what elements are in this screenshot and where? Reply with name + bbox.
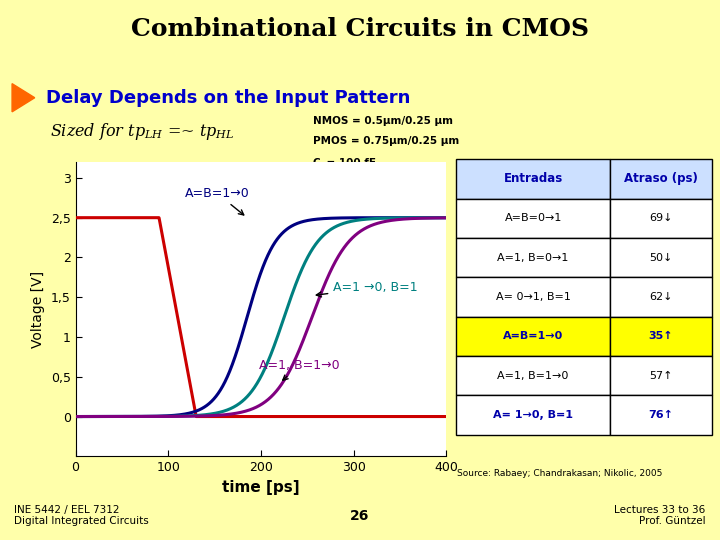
Polygon shape <box>12 84 35 112</box>
Text: 50↓: 50↓ <box>649 253 672 262</box>
Bar <box>610 278 712 316</box>
Text: A=B=1→0: A=B=1→0 <box>503 332 563 341</box>
Y-axis label: Voltage [V]: Voltage [V] <box>31 271 45 348</box>
Text: Source: Rabaey; Chandrakasan; Nikolic, 2005: Source: Rabaey; Chandrakasan; Nikolic, 2… <box>457 469 662 478</box>
Text: Atraso (ps): Atraso (ps) <box>624 172 698 185</box>
Bar <box>456 278 610 316</box>
Bar <box>610 238 712 278</box>
Text: INE 5442 / EEL 7312
Digital Integrated Circuits: INE 5442 / EEL 7312 Digital Integrated C… <box>14 505 149 526</box>
Bar <box>456 238 610 278</box>
Bar <box>456 159 610 199</box>
Text: Sized for tp$_{\mathregular{LH}}$ =~ tp$_{\mathregular{HL}}$: Sized for tp$_{\mathregular{LH}}$ =~ tp$… <box>50 121 234 142</box>
Text: A=1 →0, B=1: A=1 →0, B=1 <box>316 281 418 297</box>
Text: A=B=0→1: A=B=0→1 <box>505 213 562 224</box>
Text: A=1, B=1→0: A=1, B=1→0 <box>259 359 340 380</box>
Text: Cₗ = 100 fF: Cₗ = 100 fF <box>313 158 376 168</box>
Text: NMOS = 0.5μm/0.25 μm: NMOS = 0.5μm/0.25 μm <box>313 116 453 126</box>
Text: A= 1→0, B=1: A= 1→0, B=1 <box>493 410 573 420</box>
Text: A=B=1→0: A=B=1→0 <box>185 187 250 215</box>
Bar <box>610 159 712 199</box>
Text: Entradas: Entradas <box>503 172 563 185</box>
X-axis label: time [ps]: time [ps] <box>222 480 300 495</box>
Text: 76↑: 76↑ <box>649 410 673 420</box>
Text: A= 0→1, B=1: A= 0→1, B=1 <box>496 292 570 302</box>
Text: Delay Depends on the Input Pattern: Delay Depends on the Input Pattern <box>46 89 410 107</box>
Text: A=1, B=1→0: A=1, B=1→0 <box>498 370 569 381</box>
Text: A=1, B=0→1: A=1, B=0→1 <box>498 253 569 262</box>
Text: Lectures 33 to 36
Prof. Güntzel: Lectures 33 to 36 Prof. Güntzel <box>614 505 706 526</box>
Text: 69↓: 69↓ <box>649 213 672 224</box>
Bar <box>610 316 712 356</box>
Bar <box>456 356 610 395</box>
Text: 62↓: 62↓ <box>649 292 672 302</box>
Bar <box>456 316 610 356</box>
Text: 26: 26 <box>351 509 369 523</box>
Text: 35↑: 35↑ <box>649 332 673 341</box>
Text: Combinational Circuits in CMOS: Combinational Circuits in CMOS <box>131 17 589 41</box>
Bar <box>610 395 712 435</box>
Bar <box>456 199 610 238</box>
Bar <box>610 356 712 395</box>
Bar <box>610 199 712 238</box>
Text: PMOS = 0.75μm/0.25 μm: PMOS = 0.75μm/0.25 μm <box>313 136 459 146</box>
Text: 57↑: 57↑ <box>649 370 672 381</box>
Bar <box>456 395 610 435</box>
